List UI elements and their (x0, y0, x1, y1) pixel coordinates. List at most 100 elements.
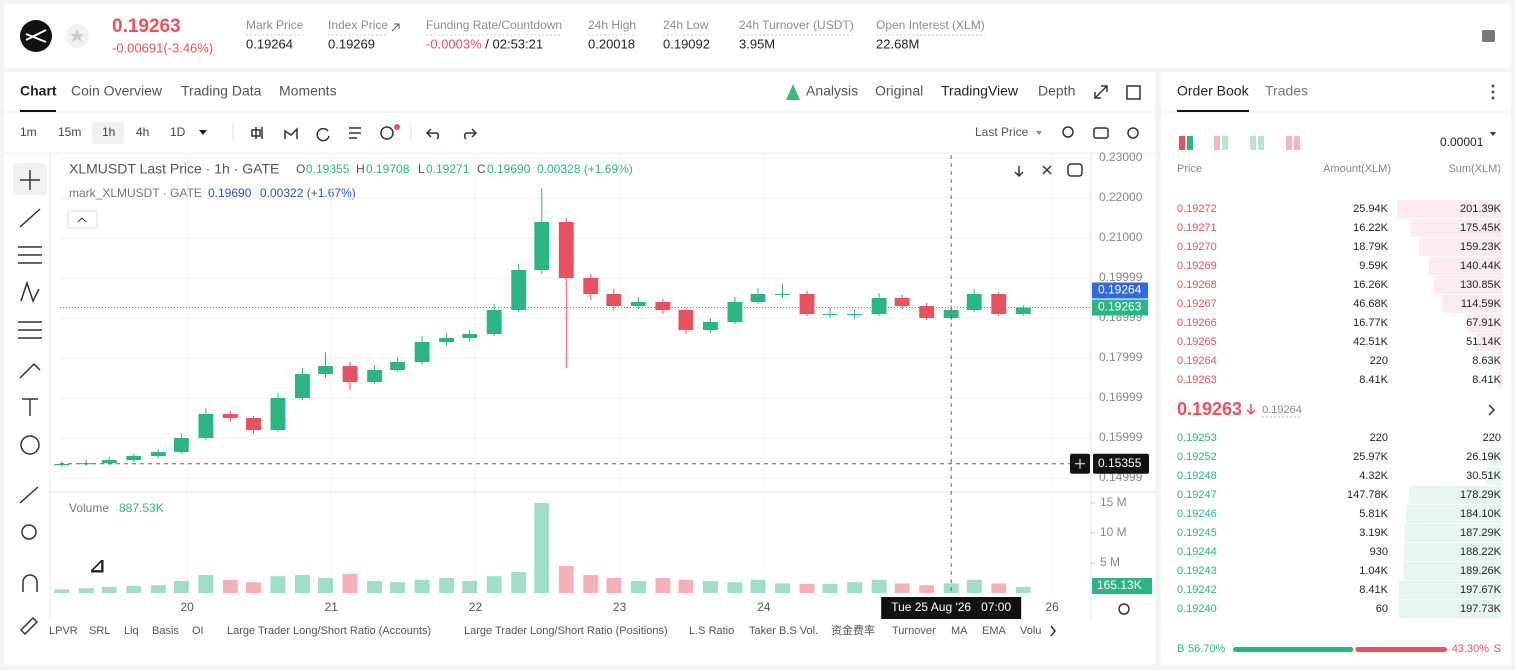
indicator-tab[interactable]: EMA (982, 625, 1007, 637)
more-menu[interactable] (1491, 84, 1495, 100)
chart-settings[interactable] (1118, 603, 1130, 615)
indicator-tab[interactable]: Turnover (892, 625, 936, 637)
chart-tab[interactable]: Moments (279, 83, 337, 99)
book-price[interactable]: 0.19247 (1177, 489, 1217, 501)
brush-tool[interactable] (19, 362, 41, 379)
undo-icon[interactable] (425, 128, 440, 140)
candle-body (486, 310, 502, 334)
book-price[interactable]: 0.19269 (1177, 260, 1217, 272)
indicator-tab[interactable]: LPVR (49, 625, 78, 637)
layout-asks[interactable] (1214, 136, 1220, 150)
volume-bar (414, 579, 430, 593)
magnet-tool[interactable] (22, 574, 38, 592)
stat-value: -0.0003% (426, 36, 482, 51)
layout-part (1222, 136, 1228, 150)
indicator-tab[interactable]: Large Trader Long/Short Ratio (Positions… (464, 625, 668, 637)
book-price[interactable]: 0.19244 (1177, 546, 1217, 558)
indicator-tab[interactable]: MA (951, 625, 968, 637)
indicator-tab[interactable]: L.S Ratio (689, 625, 734, 637)
book-price[interactable]: 0.19240 (1177, 603, 1217, 615)
view-tab[interactable]: TradingView (941, 83, 1019, 99)
y-tick-label: 0.23000 (1099, 150, 1143, 164)
search-icon[interactable] (1062, 126, 1074, 138)
interval[interactable]: 4h (136, 125, 149, 139)
layout-bids[interactable] (1250, 136, 1256, 150)
book-price[interactable]: 0.19242 (1177, 584, 1217, 596)
book-sum: 197.73K (1460, 603, 1502, 615)
book-price[interactable]: 0.19272 (1177, 203, 1217, 215)
indicator-tab[interactable]: Liq (124, 625, 139, 637)
replay-icon[interactable] (316, 127, 330, 142)
interval[interactable]: 15m (58, 125, 81, 139)
interval[interactable]: 1D (170, 125, 186, 139)
trendline-tool[interactable] (19, 208, 41, 228)
text-tool[interactable] (22, 398, 38, 416)
legend-toggle[interactable] (67, 210, 98, 229)
scroll-icon[interactable] (1014, 166, 1024, 178)
lines-tool[interactable] (18, 246, 42, 264)
book-price[interactable]: 0.19245 (1177, 527, 1217, 539)
collapse-icon[interactable] (1042, 165, 1052, 175)
stat-label: 24h Low (663, 18, 709, 32)
fib-tool[interactable] (18, 321, 42, 339)
notes-icon[interactable] (1482, 30, 1495, 42)
chart-tab[interactable]: Trading Data (181, 83, 262, 99)
book-price[interactable]: 0.19268 (1177, 279, 1217, 291)
chart-tab[interactable]: Coin Overview (71, 83, 163, 99)
book-price[interactable]: 0.19248 (1177, 470, 1217, 482)
settings-icon[interactable] (1127, 127, 1139, 139)
book-price[interactable]: 0.19264 (1177, 355, 1217, 367)
crosshair-tool[interactable] (20, 170, 40, 190)
fullscreen-icon[interactable] (1094, 85, 1108, 99)
indicator-tab[interactable]: Volu (1020, 625, 1041, 637)
book-price[interactable]: 0.19253 (1177, 432, 1217, 444)
price-type[interactable]: Last Price (975, 125, 1029, 139)
view-tab[interactable]: Depth (1038, 83, 1075, 99)
redo-icon[interactable] (463, 128, 478, 140)
layout-both[interactable] (1179, 136, 1185, 150)
more-indicators[interactable] (1050, 625, 1056, 637)
book-price[interactable]: 0.19252 (1177, 451, 1217, 463)
mid-chevron[interactable] (1488, 404, 1496, 416)
book-price[interactable]: 0.19267 (1177, 298, 1217, 310)
window-icon[interactable] (1126, 85, 1141, 100)
zoom-tool[interactable] (21, 524, 37, 540)
book-tab[interactable]: Order Book (1177, 83, 1250, 99)
book-price[interactable]: 0.19265 (1177, 336, 1217, 348)
pen-tool[interactable] (19, 616, 39, 636)
view-tab[interactable]: Analysis (806, 83, 858, 99)
add-icon[interactable] (380, 126, 394, 140)
chart-tab[interactable]: Chart (20, 83, 57, 99)
book-price[interactable]: 0.19270 (1177, 241, 1217, 253)
indicator-tab[interactable]: Basis (152, 625, 179, 637)
book-price[interactable]: 0.19271 (1177, 222, 1217, 234)
pattern-tool[interactable] (20, 280, 40, 303)
candle-type-icon[interactable] (251, 127, 263, 139)
book-price[interactable]: 0.19243 (1177, 565, 1217, 577)
book-price[interactable]: 0.19246 (1177, 508, 1217, 520)
indicator-icon[interactable] (284, 127, 298, 139)
dropdown-caret[interactable] (199, 130, 207, 135)
view-tab[interactable]: Original (875, 83, 923, 99)
precision-caret[interactable] (1490, 132, 1496, 136)
book-price[interactable]: 0.19266 (1177, 317, 1217, 329)
template-icon[interactable] (349, 127, 361, 139)
book-tab[interactable]: Trades (1265, 83, 1308, 99)
emoji-tool[interactable] (20, 435, 40, 455)
indicator-tab[interactable]: SRL (89, 625, 110, 637)
interval[interactable]: 1h (102, 125, 115, 139)
ruler-tool[interactable] (19, 486, 39, 504)
precision[interactable]: 0.00001 (1440, 135, 1484, 149)
camera-icon[interactable] (1093, 127, 1109, 139)
indicator-tab[interactable]: Large Trader Long/Short Ratio (Accounts) (227, 625, 431, 637)
reset-icon[interactable] (1067, 163, 1083, 177)
indicator-tab[interactable]: Taker B.S Vol. (749, 625, 818, 637)
indicator-tab[interactable]: 资金费率 (831, 623, 875, 637)
interval[interactable]: 1m (20, 125, 37, 139)
dropdown-caret[interactable] (1036, 131, 1042, 135)
analysis-icon[interactable] (786, 84, 800, 100)
book-price[interactable]: 0.19263 (1177, 374, 1217, 386)
layout-alt[interactable] (1286, 136, 1292, 150)
stat-label: 24h High (588, 18, 636, 32)
indicator-tab[interactable]: OI (192, 625, 204, 637)
